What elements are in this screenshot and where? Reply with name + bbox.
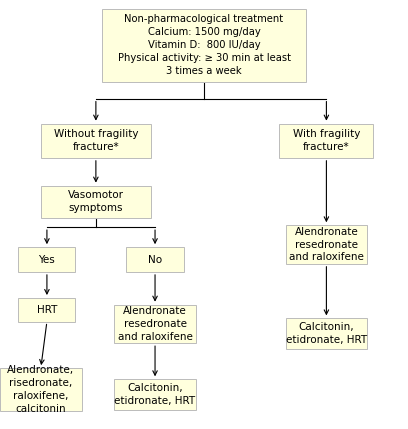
FancyBboxPatch shape <box>114 379 196 410</box>
Text: Without fragility
fracture*: Without fragility fracture* <box>53 129 138 152</box>
FancyBboxPatch shape <box>0 368 82 411</box>
Text: Non-pharmacological treatment
Calcium: 1500 mg/day
Vitamin D:  800 IU/day
Physic: Non-pharmacological treatment Calcium: 1… <box>118 15 290 76</box>
Text: Alendronate
resedronate
and raloxifene: Alendronate resedronate and raloxifene <box>118 306 193 341</box>
FancyBboxPatch shape <box>286 318 367 349</box>
Text: Calcitonin,
etidronate, HRT: Calcitonin, etidronate, HRT <box>286 322 367 345</box>
Text: HRT: HRT <box>37 305 57 315</box>
Text: Calcitonin,
etidronate, HRT: Calcitonin, etidronate, HRT <box>115 383 195 406</box>
FancyBboxPatch shape <box>41 185 151 218</box>
FancyBboxPatch shape <box>286 225 367 264</box>
FancyBboxPatch shape <box>102 9 306 82</box>
Text: Alendronate,
risedronate,
raloxifene,
calcitonin: Alendronate, risedronate, raloxifene, ca… <box>7 366 74 414</box>
Text: No: No <box>148 254 162 265</box>
FancyBboxPatch shape <box>18 298 75 322</box>
Text: Yes: Yes <box>38 254 55 265</box>
FancyBboxPatch shape <box>279 124 373 158</box>
Text: With fragility
fracture*: With fragility fracture* <box>293 129 360 152</box>
FancyBboxPatch shape <box>41 124 151 158</box>
FancyBboxPatch shape <box>18 247 75 272</box>
FancyBboxPatch shape <box>126 247 184 272</box>
FancyBboxPatch shape <box>114 305 196 343</box>
Text: Vasomotor
symptoms: Vasomotor symptoms <box>68 190 124 213</box>
Text: Alendronate
resedronate
and raloxifene: Alendronate resedronate and raloxifene <box>289 227 364 262</box>
